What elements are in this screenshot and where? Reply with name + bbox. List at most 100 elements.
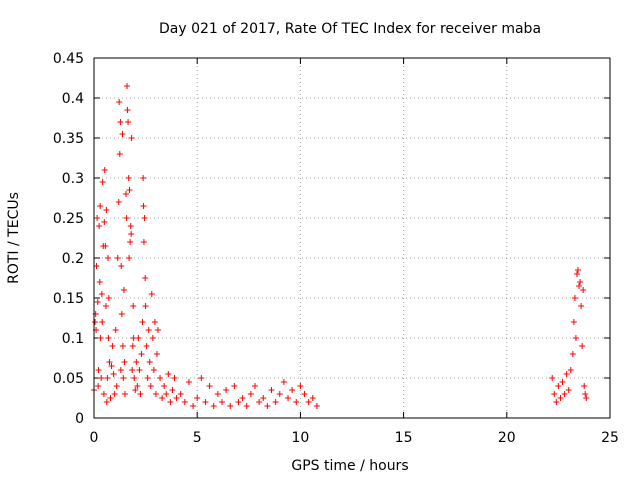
- data-point: [145, 327, 152, 333]
- data-point: [141, 215, 148, 221]
- data-point: [549, 375, 556, 381]
- data-point: [235, 399, 242, 405]
- y-tick-label: 0.4: [62, 91, 84, 107]
- data-point: [149, 335, 156, 341]
- data-point: [97, 335, 104, 341]
- data-point: [117, 367, 124, 373]
- data-point: [573, 271, 580, 277]
- data-point: [565, 387, 572, 393]
- data-point: [169, 387, 176, 393]
- data-point: [583, 395, 590, 401]
- data-point: [131, 375, 138, 381]
- data-point: [144, 375, 151, 381]
- data-point: [557, 395, 564, 401]
- data-point: [115, 199, 122, 205]
- data-point: [567, 367, 574, 373]
- data-point: [142, 303, 149, 309]
- data-point: [129, 343, 136, 349]
- data-point: [152, 391, 159, 397]
- data-point: [130, 303, 137, 309]
- data-point: [563, 371, 570, 377]
- data-point: [177, 391, 184, 397]
- data-point: [223, 387, 230, 393]
- data-point: [104, 375, 111, 381]
- data-point: [218, 399, 225, 405]
- data-point: [119, 343, 126, 349]
- data-point: [185, 379, 192, 385]
- data-point: [120, 287, 127, 293]
- y-tick-label: 0.35: [53, 131, 84, 147]
- data-point: [126, 255, 133, 261]
- data-point: [313, 403, 320, 409]
- data-point: [194, 395, 201, 401]
- data-point: [165, 371, 172, 377]
- data-point: [123, 215, 130, 221]
- x-tick-label: 15: [395, 430, 413, 446]
- data-point: [124, 83, 131, 89]
- data-point: [96, 279, 103, 285]
- data-point: [102, 243, 109, 249]
- data-point: [106, 359, 113, 365]
- data-point: [264, 403, 271, 409]
- plot-frame: [93, 57, 611, 419]
- data-point: [243, 403, 250, 409]
- data-point: [95, 383, 102, 389]
- data-point: [301, 391, 308, 397]
- data-point: [129, 367, 136, 373]
- x-tick-label: 10: [291, 430, 309, 446]
- data-point: [99, 319, 106, 325]
- data-point: [239, 395, 246, 401]
- data-point: [280, 379, 287, 385]
- data-point: [150, 367, 157, 373]
- x-tick-label: 5: [193, 430, 202, 446]
- data-point: [107, 395, 114, 401]
- data-point: [119, 131, 126, 137]
- data-point: [124, 107, 131, 113]
- data-point: [575, 267, 582, 273]
- data-point: [143, 343, 150, 349]
- data-point: [159, 395, 166, 401]
- data-point: [114, 255, 121, 261]
- data-point: [581, 383, 588, 389]
- data-point: [100, 391, 107, 397]
- data-point: [110, 371, 117, 377]
- data-point: [140, 239, 147, 245]
- data-point: [206, 383, 213, 389]
- data-point: [272, 399, 279, 405]
- data-point: [117, 119, 124, 125]
- data-point: [161, 383, 168, 389]
- data-point: [553, 399, 560, 405]
- y-tick-label: 0: [75, 411, 84, 427]
- data-point: [97, 203, 104, 209]
- data-point: [214, 391, 221, 397]
- data-point: [128, 135, 135, 141]
- data-point: [105, 295, 112, 301]
- data-point: [305, 399, 312, 405]
- data-point: [127, 223, 134, 229]
- data-point: [111, 391, 118, 397]
- data-point: [102, 303, 109, 309]
- data-point: [147, 383, 154, 389]
- data-point: [133, 359, 140, 365]
- data-point: [105, 335, 112, 341]
- data-point: [139, 319, 146, 325]
- data-point: [99, 179, 106, 185]
- data-point: [113, 383, 120, 389]
- data-point: [112, 327, 119, 333]
- data-point: [227, 403, 234, 409]
- data-point: [167, 399, 174, 405]
- data-point: [98, 291, 105, 297]
- data-point: [148, 291, 155, 297]
- y-axis-label: ROTI / TECUs: [6, 192, 22, 284]
- data-point: [309, 395, 316, 401]
- data-point: [198, 375, 205, 381]
- data-point: [142, 275, 149, 281]
- grid-layer: [94, 58, 610, 418]
- data-point: [101, 167, 108, 173]
- data-point: [94, 299, 101, 305]
- data-point: [121, 359, 128, 365]
- data-point: [118, 311, 125, 317]
- data-point: [120, 375, 127, 381]
- x-tick-label: 20: [498, 430, 516, 446]
